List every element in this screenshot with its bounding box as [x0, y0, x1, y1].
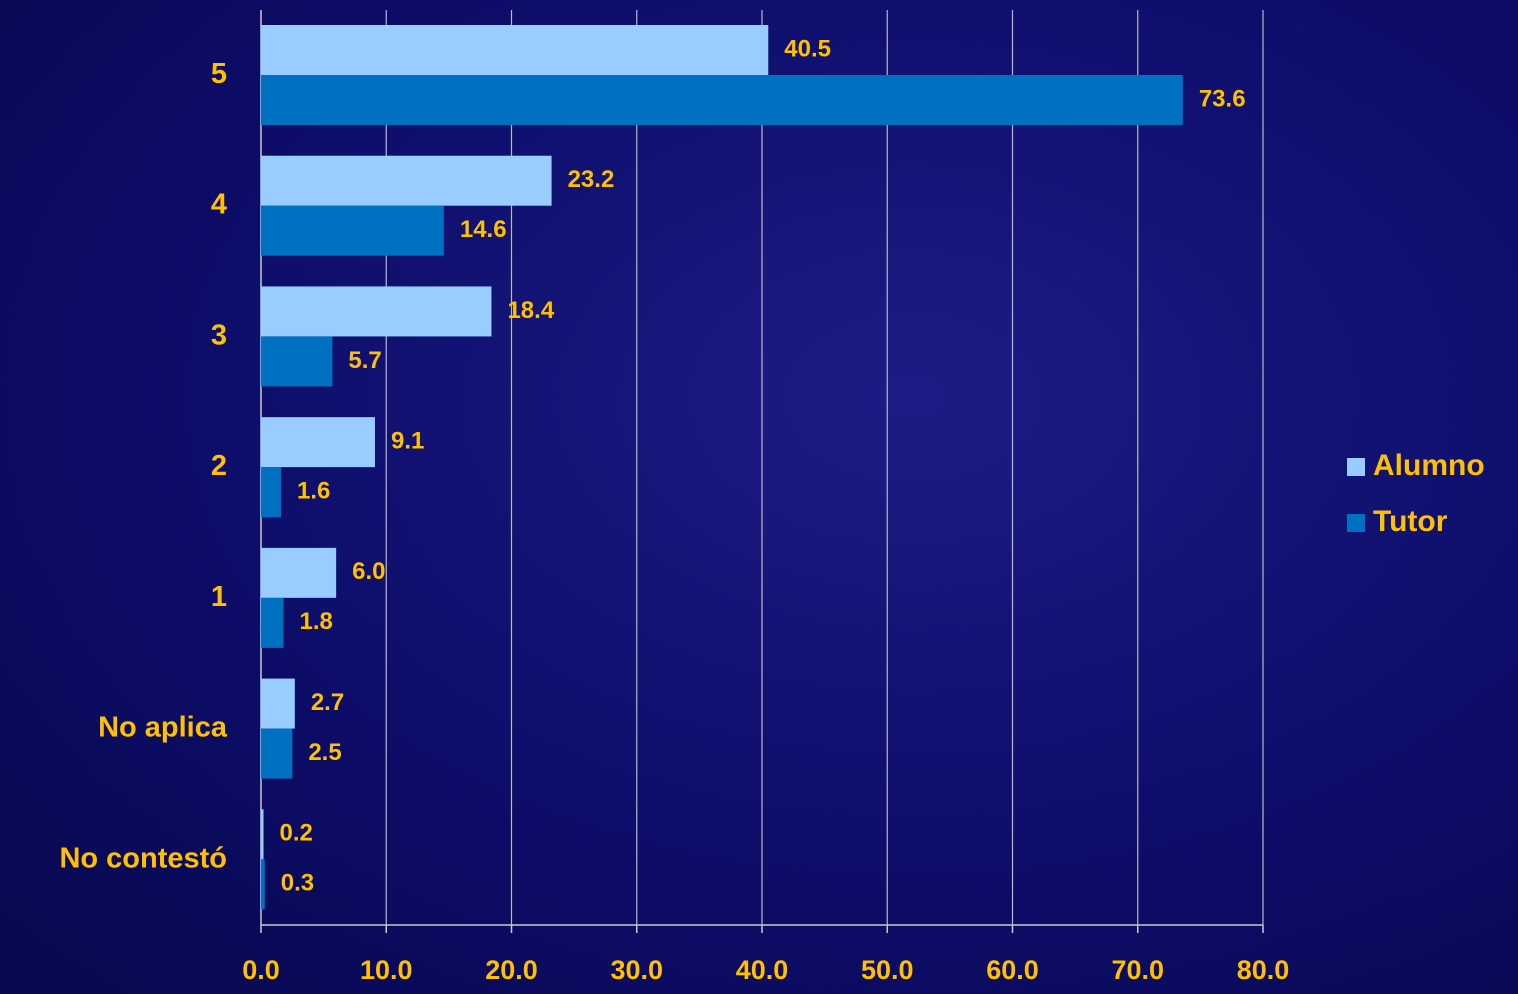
bar: [261, 417, 375, 468]
value-label: 1.6: [297, 477, 330, 504]
bar: [261, 547, 337, 598]
bar: [261, 728, 293, 779]
bar: [261, 336, 333, 387]
x-tick-label: 10.0: [360, 955, 413, 985]
y-tick-label: No contestó: [59, 842, 227, 874]
y-tick-label: 5: [211, 58, 227, 90]
bar: [261, 75, 1183, 125]
value-label: 9.1: [391, 427, 424, 454]
x-tick-label: 70.0: [1111, 955, 1164, 985]
bar: [261, 597, 284, 648]
legend-label: Tutor: [1373, 505, 1448, 538]
value-label: 73.6: [1199, 85, 1246, 112]
value-label: 2.7: [311, 689, 344, 716]
bar: [261, 205, 444, 256]
value-label: 5.7: [348, 347, 381, 374]
value-label: 23.2: [568, 166, 615, 193]
y-tick-label: 4: [211, 189, 227, 221]
bar: [261, 809, 264, 860]
x-tick-label: 80.0: [1237, 955, 1290, 985]
x-tick-label: 50.0: [861, 955, 914, 985]
bar: [261, 678, 295, 729]
x-tick-label: 40.0: [736, 955, 789, 985]
legend-swatch: [1347, 514, 1365, 532]
value-label: 0.3: [281, 870, 314, 897]
value-label: 6.0: [352, 558, 385, 585]
y-tick-label: No aplica: [98, 712, 228, 744]
value-label: 14.6: [460, 216, 507, 243]
x-tick-label: 30.0: [610, 955, 663, 985]
legend-swatch: [1347, 458, 1365, 476]
bar: [261, 467, 282, 518]
x-tick-label: 20.0: [485, 955, 538, 985]
value-label: 0.2: [280, 820, 313, 847]
legend-label: Alumno: [1373, 449, 1485, 482]
y-tick-label: 1: [211, 581, 227, 613]
value-label: 18.4: [507, 297, 554, 324]
y-tick-label: 2: [211, 450, 227, 482]
value-label: 2.5: [308, 739, 341, 766]
y-tick-label: 3: [211, 319, 227, 351]
bar: [261, 286, 492, 337]
bar: [261, 25, 769, 75]
bar: [261, 155, 552, 206]
x-tick-label: 60.0: [986, 955, 1039, 985]
value-label: 40.5: [784, 35, 831, 62]
x-tick-label: 0.0: [242, 955, 280, 985]
value-label: 1.8: [300, 608, 333, 635]
bar: [261, 859, 265, 910]
